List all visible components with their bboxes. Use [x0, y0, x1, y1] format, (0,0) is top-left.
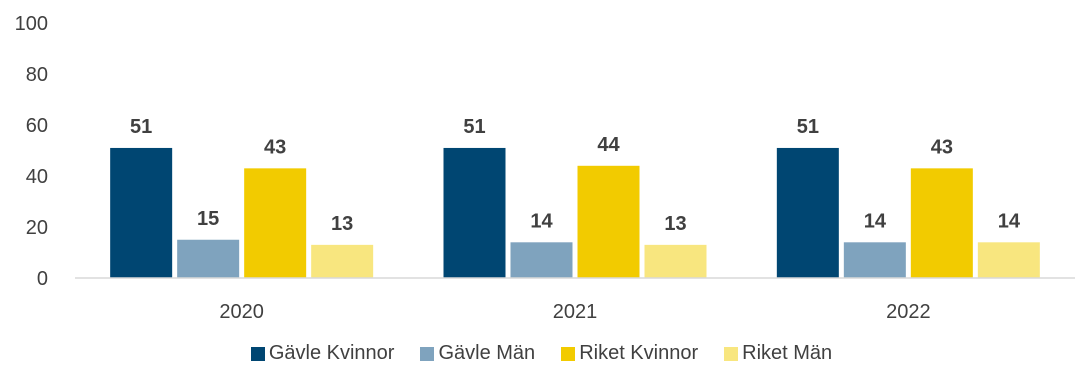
bar — [177, 239, 240, 278]
data-label: 14 — [864, 210, 887, 232]
legend-label: Riket Män — [742, 342, 833, 364]
x-tick-label: 2021 — [553, 301, 598, 323]
data-label: 51 — [463, 116, 485, 138]
data-label: 43 — [264, 136, 286, 158]
legend-item: Riket Kvinnor — [561, 342, 698, 365]
data-label: 51 — [797, 116, 819, 138]
y-tick-label: 80 — [26, 64, 48, 86]
legend-item: Gävle Män — [420, 342, 535, 365]
x-tick-label: 2022 — [886, 301, 931, 323]
y-tick-label: 0 — [37, 268, 48, 290]
data-label: 13 — [331, 213, 353, 235]
bar — [977, 242, 1040, 278]
legend-swatch — [420, 346, 435, 361]
bar — [510, 242, 573, 278]
x-axis: 2020 2021 2022 — [219, 301, 930, 323]
legend-swatch — [561, 346, 576, 361]
bar — [644, 244, 707, 278]
y-tick-label: 20 — [26, 217, 48, 239]
bar — [776, 147, 839, 278]
legend: Gävle Kvinnor Gävle Män Riket Kvinnor Riket… — [0, 342, 1083, 365]
bar — [910, 168, 973, 278]
data-label: 44 — [597, 134, 620, 156]
legend-label: Riket Kvinnor — [579, 342, 699, 364]
data-label: 43 — [931, 136, 953, 158]
data-label: 51 — [130, 116, 152, 138]
legend-label: Gävle Kvinnor — [268, 342, 395, 364]
legend-item: Riket Män — [724, 342, 832, 365]
y-axis: 0 20 40 60 80 100 — [15, 13, 48, 290]
y-tick-label: 60 — [26, 115, 48, 137]
x-tick-label: 2020 — [219, 301, 264, 323]
data-label: 14 — [530, 210, 553, 232]
data-label: 15 — [197, 208, 219, 230]
legend-swatch — [250, 346, 265, 361]
data-label: 13 — [664, 213, 686, 235]
bars — [110, 147, 1040, 278]
bar — [110, 147, 173, 278]
data-labels: 51 15 43 13 51 14 44 13 51 14 43 14 — [130, 116, 1021, 235]
legend-swatch — [724, 346, 739, 361]
bar — [577, 165, 640, 278]
data-label: 14 — [998, 210, 1021, 232]
legend-label: Gävle Män — [438, 342, 536, 364]
bar — [443, 147, 506, 278]
y-tick-label: 40 — [26, 166, 48, 188]
bar — [311, 244, 374, 278]
y-tick-label: 100 — [15, 13, 48, 35]
bar — [244, 168, 307, 278]
legend-item: Gävle Kvinnor — [250, 342, 395, 365]
bar — [843, 242, 906, 278]
